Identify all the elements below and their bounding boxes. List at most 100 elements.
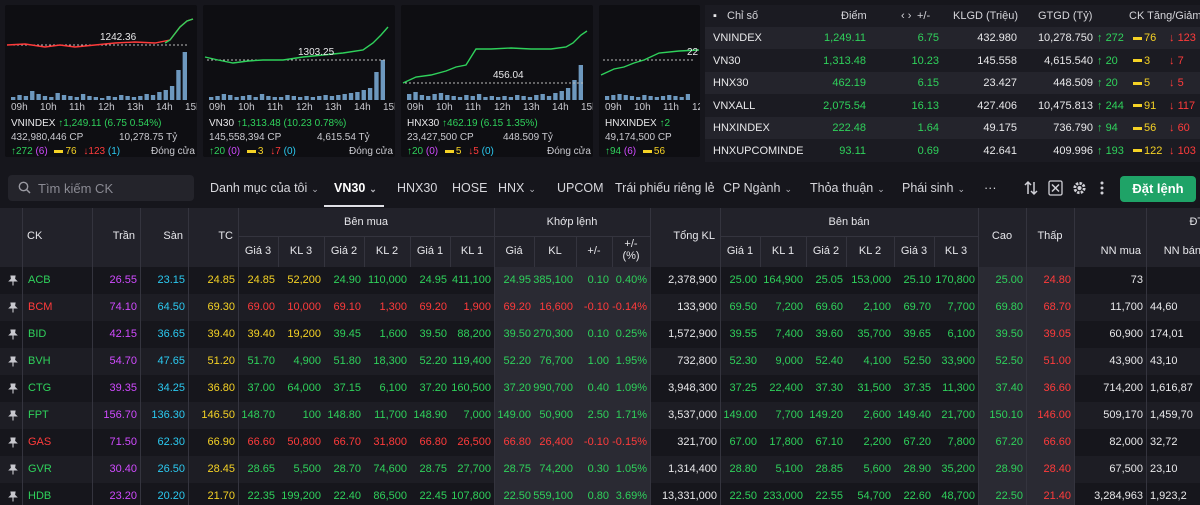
col-high[interactable]: Cao [978,230,1026,242]
pin-icon[interactable] [8,491,18,502]
col-bid-v3[interactable]: KL 3 [278,245,324,257]
volume-bar [157,92,162,100]
col-bid-v1[interactable]: KL 1 [450,245,494,257]
board-header: Bên mua Khớp lệnh Bên bán ĐTNN CK Trần Sàn TC Gi… [0,208,1200,267]
volume-bar [176,70,181,100]
col-bid-p2[interactable]: Giá 2 [324,245,364,257]
stock-row-bid[interactable]: BID 42.15 36.65 39.40 39.40 19,200 39.45 1,600 3… [0,321,1200,348]
tab-sectors[interactable]: CP Ngành ⌄ [723,181,792,195]
index-row-vnxall[interactable]: VNXALL 2,075.54 16.13 427.406 10,475.813… [705,95,1200,117]
total-volume: 1,314,400 [668,463,717,475]
volume-bar [342,94,347,100]
tab-watchlist[interactable]: Danh mục của tôi ⌄ [210,181,319,195]
bid-volume-2: 1,300 [379,301,407,313]
tab-hose[interactable]: HOSE [452,181,487,195]
foreign-buy: 714,200 [1103,382,1143,394]
stock-row-acb[interactable]: ACB 26.55 23.15 24.85 24.85 52,200 24.90 110,00… [0,267,1200,294]
gear-icon[interactable] [1072,180,1087,196]
col-bid-p1[interactable]: Giá 1 [410,245,450,257]
col-ask-p1[interactable]: Giá 1 [720,245,760,257]
col-ask-v2[interactable]: KL 2 [846,245,894,257]
tab-hnx[interactable]: HNX ⌄ [498,181,536,195]
stock-row-fpt[interactable]: FPT 156.70 136.30 146.50 148.70 100 148.80 11,7… [0,402,1200,429]
index-change: 6.15 [917,77,939,89]
volume-bar [629,96,635,100]
stock-row-gvr[interactable]: GVR 30.40 26.50 28.45 28.65 5,500 28.70 74,600 2… [0,456,1200,483]
col-ceiling[interactable]: Trần [92,230,140,242]
index-line: HNX30 ↑462.19 (6.15 1.35%) [407,118,593,129]
tab-upcom[interactable]: UPCOM [557,181,604,195]
col-change[interactable]: +/- [576,245,612,257]
floor-price: 23.15 [157,274,185,286]
ask-volume-1: 9,000 [775,355,803,367]
search-input[interactable] [38,179,188,197]
pin-icon[interactable] [8,410,18,421]
ask-volume-1: 17,800 [769,436,803,448]
volume-bar [317,96,322,100]
place-order-button[interactable]: Đặt lệnh [1120,176,1196,202]
more-tabs-button[interactable]: ··· [984,181,997,195]
volume-bar [266,96,271,100]
stock-row-bcm[interactable]: BCM 74.10 64.50 69.30 69.00 10,000 69.10 1,300 6… [0,294,1200,321]
index-name: HNX30 [407,118,440,129]
index-row-vnindex[interactable]: VNINDEX 1,249.11 6.75 432.980 10,278.750… [705,27,1200,49]
volume-bar [112,97,118,100]
excel-export-icon[interactable] [1048,180,1063,196]
volume-bar [617,94,622,100]
col-foreign-sell[interactable]: NN bán [1146,245,1200,257]
index-row-vn30[interactable]: VN30 1,313.48 10.23 145.558 4,615.540 ↑ … [705,50,1200,72]
col-total-volume[interactable]: Tổng KL [650,230,720,242]
pin-icon[interactable] [8,329,18,340]
col-bid-p3[interactable]: Giá 3 [238,245,278,257]
pin-icon[interactable] [8,464,18,475]
stock-row-ctg[interactable]: CTG 39.35 34.25 36.80 37.00 64,000 37.15 6,100 3… [0,375,1200,402]
col-change-percent[interactable]: +/- (%) [612,238,650,262]
col-ask-p3[interactable]: Giá 3 [894,245,934,257]
index-row-hnx30[interactable]: HNX30 462.19 6.15 23.427 448.509 ↑ 20 5 … [705,72,1200,94]
sort-arrows-icon[interactable] [1024,180,1038,196]
index-card-vn30[interactable]: 1303.25 09h10h11h12h13h14h15h VN30 ↑1,31… [203,5,395,157]
search-box[interactable] [8,175,194,201]
tab-private-bonds[interactable]: Trái phiếu riêng lẻ [615,181,715,195]
tab-vn30[interactable]: VN30 ⌄ [334,181,377,195]
stock-row-gas[interactable]: GAS 71.50 62.30 66.90 66.60 50,800 66.70 31,800… [0,429,1200,456]
col-floor[interactable]: Sàn [140,230,188,242]
tab-derivatives[interactable]: Phái sinh ⌄ [902,181,965,195]
pin-icon[interactable] [8,356,18,367]
stock-row-hdb[interactable]: HDB 23.20 20.20 21.70 22.35 199,200 22.40 86,50… [0,483,1200,505]
col-ask-p2[interactable]: Giá 2 [806,245,846,257]
tab-put-through[interactable]: Thỏa thuận ⌄ [810,181,885,195]
col-reference[interactable]: TC [188,230,238,242]
col-bid-v2[interactable]: KL 2 [364,245,410,257]
index-row-hnxindex[interactable]: HNXINDEX 222.48 1.64 49.175 736.790 ↑ 94… [705,117,1200,139]
index-row-hnxupcominde[interactable]: HNXUPCOMINDE 93.11 0.69 42.641 409.996 ↑… [705,140,1200,162]
reference-price: 146.50 [201,409,235,421]
pin-icon[interactable] [8,437,18,448]
col-match-volume[interactable]: KL [534,245,576,257]
col-match-price[interactable]: Giá [494,245,534,257]
index-card-vnindex[interactable]: 1242.36 09h10h11h12h13h14h15h VNINDEX ↑1… [5,5,197,157]
tab-hnx30[interactable]: HNX30 [397,181,437,195]
index-card-hnx30[interactable]: 456.04 09h10h11h12h13h14h15h HNX30 ↑462.… [401,5,593,157]
more-vertical-icon[interactable] [1099,180,1105,196]
bid-price-3: 22.35 [247,490,275,502]
time-axis: 09h 10h 11h 12h 13h 14h 15h [209,102,395,114]
foreign-buy: 60,900 [1109,328,1143,340]
col-low[interactable]: Thấp [1026,230,1074,242]
arrow-up-icon: ↑ [1097,99,1103,112]
volume-value: 145,558,394 CP [209,132,282,143]
pin-icon[interactable] [8,302,18,313]
ask-price-2: 67.10 [815,436,843,448]
pin-icon[interactable] [8,275,18,286]
ticker: GAS [28,436,52,448]
col-ask-v3[interactable]: KL 3 [934,245,978,257]
pin-icon[interactable] [8,383,18,394]
col-ask-v1[interactable]: KL 1 [760,245,806,257]
col-ck[interactable]: CK [22,230,92,242]
col-foreign-buy[interactable]: NN mua [1074,245,1146,257]
active-tab-indicator [324,205,384,207]
tab-label: HNX30 [397,181,438,195]
stock-row-bvh[interactable]: BVH 54.70 47.65 51.20 51.70 4,900 51.80 18,300 5… [0,348,1200,375]
chevron-down-icon: ⌄ [784,184,792,194]
